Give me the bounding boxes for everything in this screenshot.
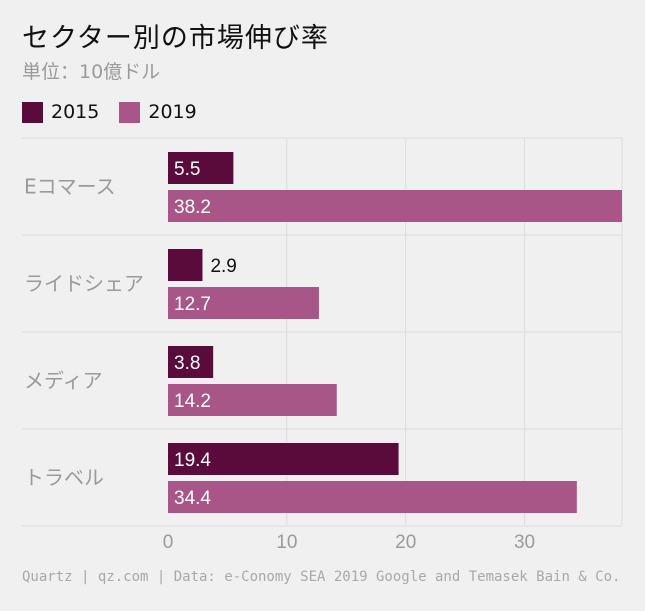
- bar-2019: [168, 384, 337, 416]
- legend-label-2019: 2019: [148, 101, 197, 123]
- bar-2015: [168, 152, 234, 184]
- x-tick-label: 30: [514, 532, 535, 553]
- legend-item-2019: 2019: [119, 101, 197, 123]
- legend-swatch-2015: [22, 101, 43, 123]
- bar-2019: [168, 190, 622, 222]
- value-label: 12.7: [174, 294, 211, 315]
- bar-2015: [168, 249, 203, 281]
- legend-swatch-2019: [119, 101, 141, 123]
- x-tick-label: 0: [163, 532, 174, 553]
- legend-label-2015: 2015: [51, 101, 100, 123]
- category-label: ライドシェア: [24, 272, 144, 296]
- value-label: 38.2: [174, 197, 211, 218]
- bar-2019: [168, 481, 577, 513]
- category-label: Eコマース: [24, 175, 116, 199]
- value-label: 34.4: [174, 488, 211, 509]
- bar-2015: [168, 346, 214, 378]
- value-label: 3.8: [174, 353, 200, 374]
- x-tick-label: 20: [395, 532, 416, 553]
- chart-subtitle: 単位：10億ドル: [22, 61, 161, 83]
- value-label: 2.9: [210, 256, 236, 277]
- value-label: 14.2: [174, 391, 211, 412]
- bar-2019: [168, 287, 319, 319]
- category-label: メディア: [24, 369, 103, 393]
- value-label: 19.4: [174, 450, 211, 471]
- source-credit: Quartz | qz.com | Data: e-Conomy SEA 201…: [22, 569, 621, 585]
- legend-item-2015: 2015: [22, 101, 99, 123]
- bar-2015: [168, 443, 399, 475]
- chart-title: セクター別の市場伸び率: [22, 23, 329, 54]
- category-label: トラベル: [24, 466, 104, 490]
- x-tick-label: 10: [276, 532, 297, 553]
- value-label: 5.5: [174, 159, 200, 180]
- legend: 2015 2019: [22, 101, 207, 123]
